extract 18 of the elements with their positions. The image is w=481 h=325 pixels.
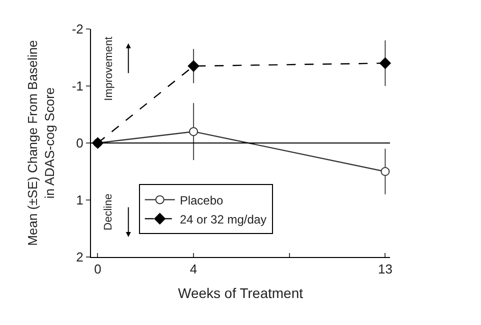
x-axis-title: Weeks of Treatment	[178, 284, 304, 301]
y-tick-label: -2	[72, 22, 84, 37]
annotation: Improvement	[103, 36, 116, 101]
point	[189, 127, 198, 136]
x-tick-label: 0	[94, 262, 102, 277]
y-tick-label: 1	[76, 192, 84, 208]
legend-label: 24 or 32 mg/day	[180, 212, 267, 226]
legend-label: Placebo	[180, 193, 224, 208]
point	[380, 58, 391, 69]
point	[380, 167, 390, 176]
point	[188, 60, 200, 72]
x-tick-label: 4	[190, 262, 198, 277]
y-axis-title: Mean (±SE) Change From Baseline in ADAS-cog Score	[24, 40, 57, 246]
y-tick-label: 0	[76, 136, 84, 151]
y-tick-label: -1	[72, 78, 84, 94]
y-tick-label: 2	[76, 250, 84, 265]
x-tick-label: 13	[378, 262, 392, 277]
annotation: Decline	[102, 194, 115, 230]
